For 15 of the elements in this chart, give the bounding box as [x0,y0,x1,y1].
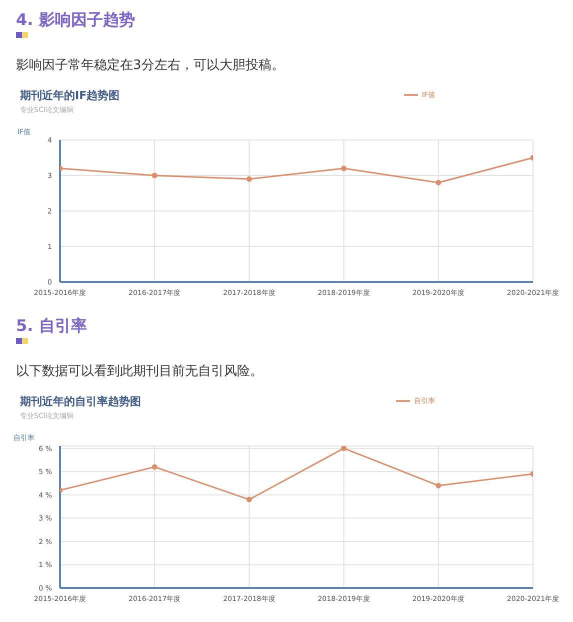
point [152,172,158,178]
point [341,446,347,452]
text: 5. 自引率 [16,316,87,337]
point [436,180,442,186]
text: 4. 影响因子趋势 [16,10,135,31]
text: 以下数据可以看到此期刊目前无自引风险。 [16,363,263,380]
point [341,166,347,172]
line-series [60,155,533,186]
point [246,176,252,182]
point [246,496,252,502]
point [152,464,158,470]
chart-title: 期刊近年的IF趋势图 [20,88,120,103]
text: 影响因子常年稳定在3分左右，可以大胆投稿。 [16,57,284,74]
point [436,482,442,488]
chart-title: 期刊近年的自引率趋势图 [20,394,141,409]
